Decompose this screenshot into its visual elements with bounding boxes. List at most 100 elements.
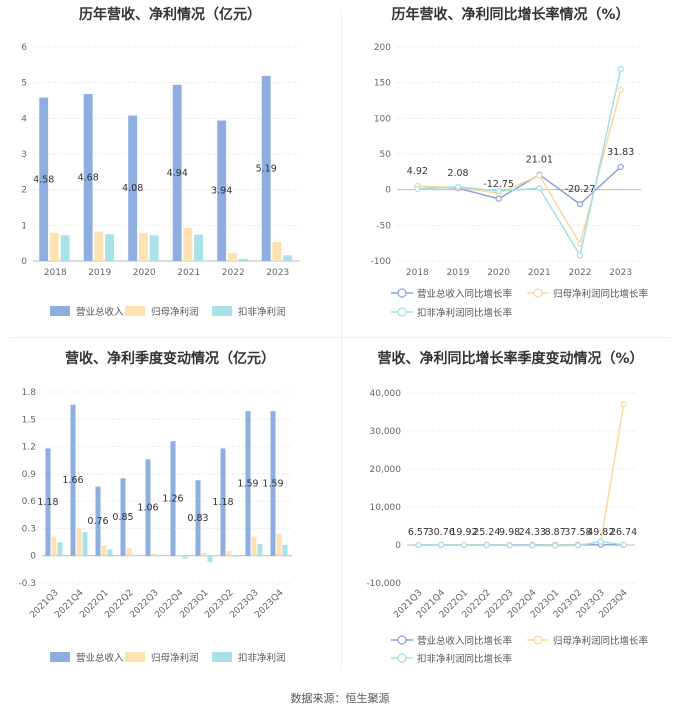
- chart-title: 历年营收、净利情况（亿元）: [79, 7, 261, 23]
- legend-label: 扣非净利润同比增长率: [417, 307, 513, 319]
- bar-net-profit: [138, 233, 148, 261]
- legend-swatch-marker: [397, 653, 407, 663]
- legend-label: 归母净利润同比增长率: [553, 635, 649, 647]
- y-tick-label: 1: [21, 221, 27, 231]
- y-tick-label: 20,000: [370, 465, 402, 475]
- y-tick-label: 50: [380, 150, 392, 160]
- bar-net-profit: [51, 536, 57, 556]
- bar-net-profit: [49, 232, 59, 261]
- quarter-growth-chart: -10,000010,00020,00030,00040,0002021Q320…: [366, 389, 649, 665]
- bar-revenue: [245, 411, 251, 556]
- chart-title: 营收、净利季度变动情况（亿元）: [65, 351, 275, 367]
- x-tick-label: 2018: [406, 268, 429, 278]
- quarter-revenue-chart: -0.300.30.60.91.21.51.82021Q32021Q42022Q…: [18, 388, 292, 664]
- y-tick-label: -0.3: [18, 579, 36, 589]
- data-label: 31.83: [607, 147, 634, 158]
- x-tick-label: 2020: [487, 268, 510, 278]
- data-label: 49.82: [587, 527, 614, 538]
- y-tick-label: 0.3: [22, 524, 36, 534]
- bar-deducted-profit: [57, 542, 63, 556]
- bar-net-profit: [183, 227, 193, 261]
- data-label: 1.59: [262, 478, 283, 489]
- data-label: 1.26: [162, 493, 183, 504]
- series-line-deducted-profit: [418, 540, 624, 547]
- data-label: 3.94: [211, 186, 232, 197]
- y-tick-label: 0: [21, 257, 27, 267]
- bar-deducted-profit: [149, 235, 159, 261]
- bar-revenue: [95, 486, 101, 556]
- data-label: 0.85: [112, 512, 133, 523]
- bar-revenue: [83, 94, 93, 261]
- bar-revenue: [170, 441, 176, 556]
- legend-swatch: [212, 652, 232, 662]
- x-tick-label: 2021: [528, 268, 551, 278]
- data-point: [506, 542, 513, 549]
- bar-net-profit: [94, 231, 104, 261]
- bar-revenue: [270, 411, 276, 556]
- bar-revenue: [128, 115, 138, 261]
- bar-deducted-profit: [282, 544, 288, 556]
- y-tick-label: 150: [374, 79, 391, 89]
- bar-revenue: [145, 459, 151, 556]
- bar-revenue: [70, 404, 76, 556]
- annual-revenue-chart: 0 1 2 3 4 5 6 2018 2019 2020 2021 2022 2023 4.58 4.68 4…: [21, 43, 300, 318]
- bar-deducted-profit: [232, 555, 238, 557]
- y-tick-label: 1.5: [22, 415, 36, 425]
- x-tick-label: 2022: [222, 268, 245, 278]
- data-point: [536, 172, 543, 179]
- x-tick-label: 2019: [447, 268, 470, 278]
- y-tick-label: 4: [21, 114, 27, 124]
- data-label: -12.75: [483, 179, 514, 190]
- y-tick-label: 0.6: [22, 497, 37, 507]
- bar-net-profit: [176, 555, 182, 557]
- data-point: [552, 542, 559, 549]
- bar-deducted-profit: [105, 234, 114, 261]
- data-label: 21.01: [526, 155, 553, 166]
- legend-swatch: [125, 306, 145, 316]
- bar-net-profit: [227, 253, 237, 261]
- x-tick-label: 2023: [266, 268, 289, 278]
- legend-label: 归母净利润同比增长率: [553, 288, 649, 300]
- legend-swatch: [125, 652, 145, 662]
- bar-deducted-profit: [194, 234, 203, 261]
- data-label: 4.08: [122, 183, 143, 194]
- bar-net-profit: [251, 536, 257, 556]
- data-point: [620, 401, 627, 408]
- legend-label: 营业总收入: [76, 652, 124, 664]
- data-point: [617, 163, 624, 171]
- data-label: 25.24: [473, 527, 500, 538]
- chart-title: 营收、净利同比增长率季度变动情况（%）: [377, 351, 644, 367]
- bar-net-profit: [101, 545, 107, 556]
- legend-label: 归母净利润: [151, 306, 199, 318]
- bar-deducted-profit: [207, 555, 213, 563]
- data-label: 9.98: [499, 527, 520, 538]
- legend-label: 归母净利润: [151, 652, 199, 664]
- data-label: 4.68: [78, 173, 99, 184]
- x-tick-label: 2018: [44, 268, 67, 278]
- data-point: [576, 201, 584, 208]
- bar-revenue: [220, 448, 226, 556]
- bar-revenue: [172, 84, 182, 261]
- data-point: [483, 541, 490, 549]
- y-tick-label: 1.2: [22, 443, 36, 453]
- y-tick-label: 0: [30, 552, 36, 562]
- bar-revenue: [217, 120, 227, 262]
- x-tick-label: 2020: [133, 268, 156, 278]
- data-label: 26.74: [610, 527, 637, 538]
- bar-deducted-profit: [238, 258, 248, 261]
- bar-net-profit: [226, 551, 232, 556]
- legend-label: 营业总收入同比增长率: [417, 288, 513, 300]
- panel-annual-revenue: 历年营收、净利情况（亿元） 0 1 2 3 4 5 6 2018 2019 2020 2021 202…: [0, 0, 340, 335]
- bar-deducted-profit: [257, 543, 263, 556]
- legend-swatch: [212, 306, 232, 316]
- bar-revenue: [195, 480, 201, 556]
- bar-revenue: [120, 478, 126, 556]
- legend-swatch: [50, 306, 70, 316]
- data-point: [617, 66, 624, 73]
- y-tick-label: 200: [374, 43, 391, 53]
- legend-label: 扣非净利润同比增长率: [417, 653, 513, 665]
- x-tick-label: 2023: [609, 268, 632, 278]
- bar-deducted-profit: [157, 555, 163, 557]
- legend-label: 营业总收入: [76, 306, 124, 318]
- data-label: 1.06: [137, 503, 158, 514]
